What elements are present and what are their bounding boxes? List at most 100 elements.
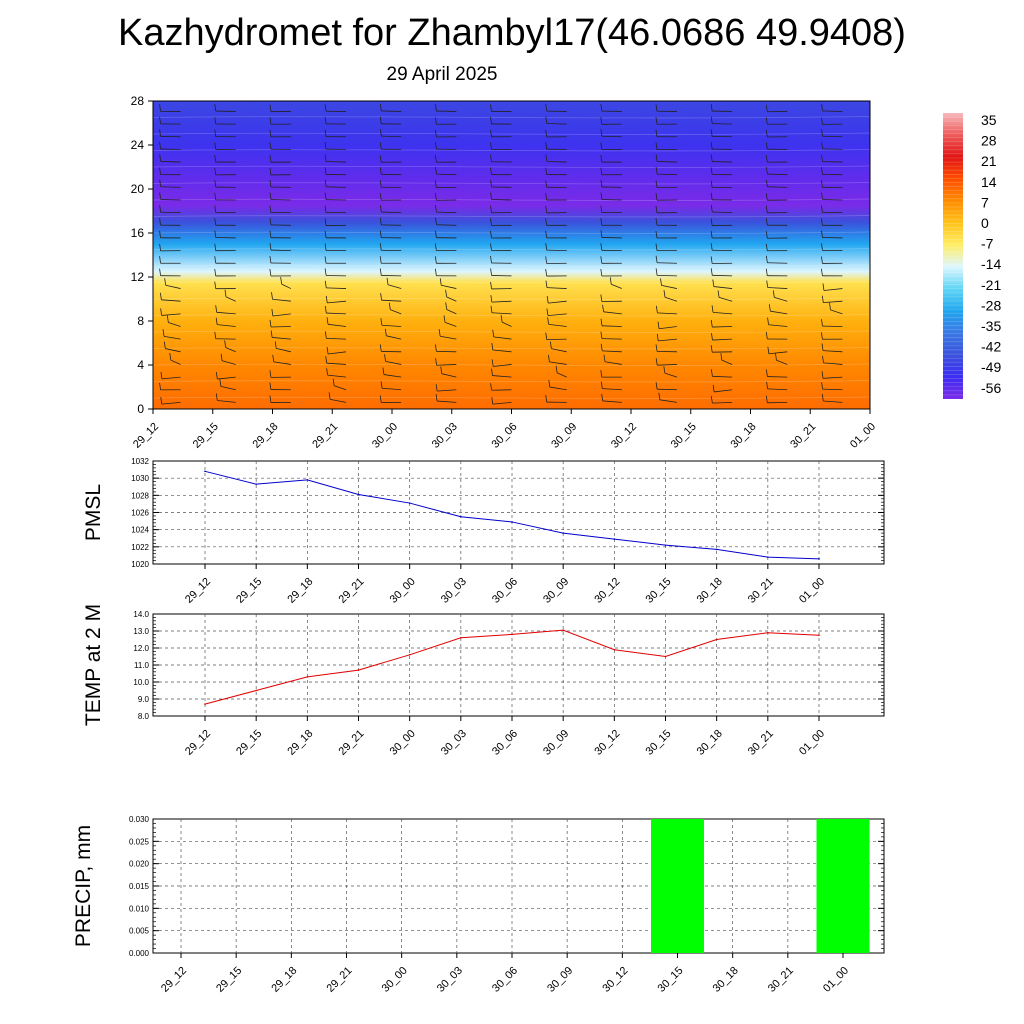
wind-barb <box>712 326 733 328</box>
wind-barb-flag <box>600 167 603 175</box>
wind-barb <box>768 324 788 327</box>
x-tick-label: 30_00 <box>388 576 418 606</box>
x-tick-label: 30_00 <box>370 421 400 451</box>
y-tick-label: 0.015 <box>129 882 150 891</box>
pmsl-point <box>511 521 513 523</box>
wind-barb <box>272 298 291 302</box>
wind-barb-flag <box>269 129 272 137</box>
wind-barb-flag <box>710 268 713 276</box>
wind-barb-flag <box>600 256 603 264</box>
y-tick-label: 16 <box>131 226 145 240</box>
wind-barb-flag <box>159 243 162 251</box>
y-tick-label: 10.0 <box>133 678 149 687</box>
x-tick-label: 30_15 <box>644 576 674 606</box>
wind-barb-flag <box>159 218 161 226</box>
x-tick-label: 29_15 <box>214 965 244 995</box>
wind-barb-flag <box>710 230 713 239</box>
wind-barb <box>436 224 457 226</box>
wind-barb <box>823 288 843 291</box>
wind-barb <box>328 351 347 355</box>
wind-barb <box>327 300 347 304</box>
wind-barb-flag <box>767 317 769 325</box>
y-tick-label: 12.0 <box>133 644 149 653</box>
y-tick-label: 1032 <box>131 457 149 466</box>
wind-barb-flag <box>600 268 603 277</box>
temp-point <box>255 689 257 692</box>
wind-barb <box>718 297 733 302</box>
x-tick-label: 29_15 <box>234 576 264 606</box>
wind-barb-flag <box>545 280 548 288</box>
y-tick-label: 13.0 <box>133 627 149 636</box>
temp-panel: 8.0 9.0 10.0 11.0 12.0 13.0 14.0 29_12 29_15 29_1… <box>82 604 885 758</box>
wind-barb-flag <box>164 278 167 286</box>
wind-barb-flag <box>269 167 272 175</box>
temperature-field <box>153 101 870 409</box>
wind-barb-flag <box>710 243 713 251</box>
wind-barb-flag <box>280 277 283 285</box>
wind-barb-flag <box>603 354 606 362</box>
wind-barb-flag <box>490 218 492 226</box>
wind-barb <box>776 359 788 365</box>
y-tick-label: 4 <box>137 358 144 372</box>
cross-section-panel: 0 4 8 12 16 20 24 28 29_12 29_15 29_18 29_21 30_00 30… <box>131 94 878 451</box>
wind-barb <box>770 310 788 315</box>
wind-barb-flag <box>160 397 163 405</box>
wind-barb-flag <box>224 340 227 348</box>
wind-barb <box>823 300 843 304</box>
x-tick-label: 30_06 <box>490 965 520 995</box>
wind-barb-flag <box>545 129 548 138</box>
wind-barb-flag <box>545 205 548 213</box>
wind-barb <box>440 335 457 340</box>
pmsl-point <box>767 556 769 558</box>
isotherm-line <box>152 231 871 234</box>
temp-point <box>818 634 820 637</box>
wind-barb <box>657 312 677 315</box>
wind-barb <box>225 296 236 302</box>
wind-barb-flag <box>435 167 437 175</box>
wind-barb <box>381 110 402 112</box>
wind-barb-flag <box>490 255 492 264</box>
colorbar-label: 28 <box>981 133 997 149</box>
wind-barb-flag <box>829 302 831 310</box>
wind-barb-flag <box>490 129 492 137</box>
wind-barb-flag <box>600 230 603 238</box>
wind-barb-flag <box>159 104 161 112</box>
wind-barb <box>327 323 347 327</box>
wind-barb-flag <box>326 317 329 325</box>
wind-barb-flag <box>215 372 218 380</box>
wind-barb-flag <box>382 367 385 375</box>
wind-barb-flag <box>434 243 437 251</box>
wind-barb-flag <box>710 369 713 377</box>
wind-barb-flag <box>490 154 492 162</box>
wind-barb-flag <box>214 129 217 137</box>
wind-barb <box>326 362 347 365</box>
wind-barb-flag <box>600 318 603 326</box>
isotherm-line <box>152 281 871 284</box>
wind-barb <box>547 313 567 316</box>
wind-barb-flag <box>269 382 272 390</box>
wind-barb <box>160 186 181 188</box>
pmsl-point <box>818 558 820 560</box>
x-tick-label: 01_00 <box>797 728 827 758</box>
wind-barb-flag <box>766 167 768 175</box>
wind-barb-flag <box>270 330 273 338</box>
wind-barb-flag <box>324 154 327 162</box>
x-tick-label: 30_03 <box>439 576 469 606</box>
wind-barb <box>830 309 843 315</box>
isotherm-line <box>152 116 871 119</box>
colorbar-label: -49 <box>981 359 1001 375</box>
x-tick-label: 30_09 <box>545 965 575 995</box>
wind-barb-flag <box>324 167 327 175</box>
wind-barb-flag <box>710 320 713 328</box>
wind-barb-flag <box>546 296 549 304</box>
wind-barb-flag <box>490 205 492 213</box>
wind-barb <box>664 372 678 378</box>
wind-barb-flag <box>326 346 329 355</box>
wind-barb-flag <box>434 117 437 125</box>
wind-barb-flag <box>159 292 162 300</box>
wind-barb-flag <box>490 179 492 188</box>
wind-barb-flag <box>490 142 492 150</box>
wind-barb-flag <box>434 129 437 138</box>
wind-barb-flag <box>324 205 327 213</box>
wind-barb-flag <box>655 358 658 366</box>
